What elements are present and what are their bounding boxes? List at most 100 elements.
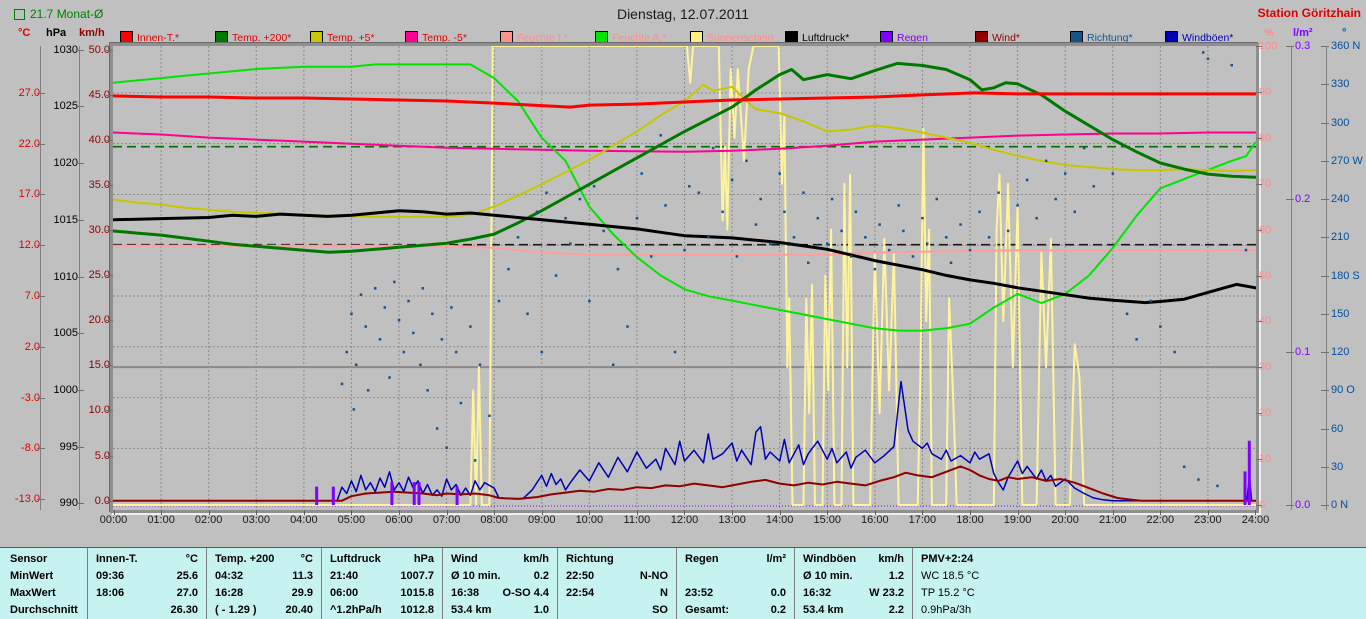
axis-tick-label-lm2: 0.0 <box>1295 499 1311 511</box>
axis-tick-degC <box>37 448 45 450</box>
axis-tick-label-pct: 60 <box>1259 223 1272 236</box>
axis-tick-label-deg: 120 <box>1331 346 1350 358</box>
legend-label: Temp. -5* <box>422 31 467 44</box>
scatter-dot-richtung <box>1244 248 1248 252</box>
legend-item-12: Windböen* <box>1165 31 1260 44</box>
axis-tick-lm2 <box>1286 199 1294 200</box>
scatter-dot-richtung <box>1206 57 1210 61</box>
table-cell: 0.9hPa/3h <box>921 604 972 616</box>
table-cell: 04:32 11.3 <box>215 570 313 582</box>
axis-tick-hPa <box>76 503 84 505</box>
scatter-dot-richtung <box>878 223 881 226</box>
table-column-Windböen: Windböen km/h Ø 10 min. 1.2 16:32 W 23.2 53.4 … <box>795 548 913 619</box>
legend-label: Regen <box>897 31 928 44</box>
scatter-dot-richtung <box>350 312 353 316</box>
axis-tick-degC <box>37 346 45 348</box>
axis-tick-label-deg: 300 <box>1331 116 1350 129</box>
scatter-dot-richtung <box>359 293 363 296</box>
table-column-PMV+2:24: PMV+2:24 WC 18.5 °C TP 15.2 °C 0.9hPa/3h <box>913 548 1366 619</box>
x-axis-label-13:00: 13:00 <box>718 514 746 526</box>
axis-tick-label-hPa: 1005 <box>53 327 78 340</box>
table-row-label: MaxWert <box>10 587 56 599</box>
scatter-dot-richtung <box>602 229 605 233</box>
scatter-dot-richtung <box>778 172 781 175</box>
scatter-dot-richtung <box>545 191 548 194</box>
x-axis-label-21:00: 21:00 <box>1098 514 1127 526</box>
scatter-dot-richtung <box>1201 51 1205 54</box>
axis-tick-label-degC: 2.0 <box>24 340 40 353</box>
axis-tick-label-pct: 70 <box>1259 177 1272 190</box>
scatter-dot-richtung <box>388 376 391 379</box>
table-column-Innen-T.: Innen-T. °C 09:36 25.6 18:06 27.0 26.30 <box>88 548 207 619</box>
scatter-dot-richtung <box>345 350 348 354</box>
scatter-dot-richtung <box>1063 172 1067 175</box>
x-axis-label-24:00: 24:00 <box>1241 514 1270 526</box>
x-axis-label-15:00: 15:00 <box>813 514 841 526</box>
x-axis-label-09:00: 09:00 <box>527 514 556 526</box>
axis-tick-degC <box>37 92 45 94</box>
table-cell <box>677 568 794 585</box>
axis-tick-label-degC: -13.0 <box>14 493 40 506</box>
axis-tick-label-kmh: 50.0 <box>88 43 110 56</box>
scatter-dot-richtung <box>1216 484 1219 488</box>
axis-tick-hPa <box>76 106 84 108</box>
axis-tick-label-deg: 180 S <box>1331 269 1360 282</box>
legend-label: Feuchte I.* <box>517 31 568 44</box>
scatter-dot-richtung <box>735 255 739 258</box>
axis-tick-label-deg: 240 <box>1331 193 1350 205</box>
scatter-dot-richtung <box>578 197 582 201</box>
scatter-dot-richtung <box>526 312 529 316</box>
scatter-dot-richtung <box>1125 312 1129 316</box>
table-column-header: Luftdruck hPa <box>330 553 434 565</box>
scatter-dot-richtung <box>997 191 1000 194</box>
scatter-dot-richtung <box>469 325 472 328</box>
scatter-dot-richtung <box>397 318 401 322</box>
axis-tick-lm2 <box>1286 505 1294 506</box>
scatter-dot-richtung <box>902 229 905 233</box>
scatter-dot-richtung <box>1111 172 1115 175</box>
table-cell: TP 15.2 °C <box>921 587 975 599</box>
table-column-Temp. +200: Temp. +200 °C 04:32 11.3 16:28 29.9 ( - 1.29 )… <box>207 548 322 619</box>
scatter-dot-richtung <box>412 331 415 335</box>
scatter-dot-richtung <box>721 210 724 214</box>
axis-tick-label-pct: 40 <box>1259 315 1272 328</box>
scatter-dot-richtung <box>1197 478 1200 481</box>
statistics-table: Sensor MinWert MaxWert Durchschnitt Innen-T.… <box>0 547 1366 619</box>
axis-tick-label-pct: 100 <box>1259 40 1278 52</box>
scatter-dot-richtung <box>407 299 410 303</box>
month-average-icon <box>14 8 25 20</box>
axis-tick-label-kmh: 10.0 <box>88 404 110 417</box>
table-cell: ( - 1.29 ) 20.40 <box>215 604 313 616</box>
axis-tick-label-deg: 0 N <box>1331 499 1349 511</box>
axis-tick-label-deg: 270 W <box>1331 154 1363 167</box>
axis-tick-degC <box>37 143 45 145</box>
scatter-dot-richtung <box>840 229 843 233</box>
scatter-dot-richtung <box>640 172 643 175</box>
axis-tick-label-kmh: 20.0 <box>88 314 110 327</box>
scatter-dot-richtung <box>911 255 915 258</box>
series-line-innen-temp <box>113 91 1256 109</box>
axis-tick-label-hPa: 1010 <box>53 270 78 283</box>
scatter-dot-richtung <box>1092 185 1096 188</box>
scatter-dot-richtung <box>968 248 972 252</box>
x-axis-label-00:00: 00:00 <box>99 514 128 526</box>
scatter-dot-richtung <box>768 242 772 245</box>
legend-label: Luftdruck* <box>802 31 850 44</box>
table-cell: 22:50 N-NO <box>566 570 668 582</box>
scatter-dot-richtung <box>366 389 370 392</box>
scatter-dot-richtung <box>978 210 981 214</box>
axis-tick-label-kmh: 0.0 <box>94 494 110 507</box>
axis-line-deg <box>1326 46 1327 510</box>
axis-tick-label-pct: 20 <box>1259 407 1272 420</box>
axis-line-degC <box>40 46 41 510</box>
axis-tick-label-deg: 60 <box>1331 422 1344 435</box>
axis-tick-label-kmh: 35.0 <box>88 178 110 191</box>
x-axis-label-14:00: 14:00 <box>765 514 794 526</box>
axis-tick-label-kmh: 5.0 <box>94 449 110 462</box>
table-cell: 53.4 km 1.0 <box>451 604 549 616</box>
table-column-header: Temp. +200 °C <box>215 553 313 565</box>
axis-tick-label-degC: 22.0 <box>18 137 40 150</box>
scatter-dot-richtung <box>378 338 382 341</box>
table-column-header: PMV+2:24 <box>921 553 974 565</box>
scatter-dot-richtung <box>745 159 748 163</box>
